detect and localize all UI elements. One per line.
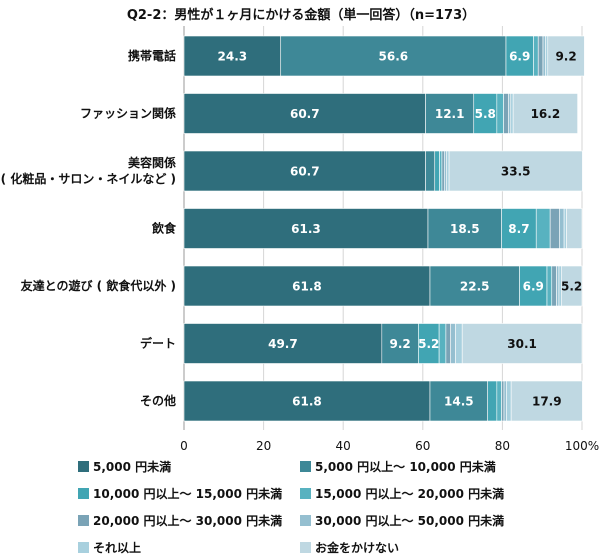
bar-segment xyxy=(537,35,544,77)
bar-segment xyxy=(446,150,450,192)
bar-segment xyxy=(434,150,440,192)
bar-segment xyxy=(508,93,512,134)
bar-segment xyxy=(535,208,551,249)
bar-segment xyxy=(425,93,475,134)
bar-segment xyxy=(505,35,534,77)
x-tick-label: 0 xyxy=(180,439,188,453)
bar-segment xyxy=(183,208,429,249)
category-label: 友達との遊び ( 飲食代以外 ) xyxy=(20,278,176,293)
bar-segment xyxy=(496,380,502,422)
bar-segment xyxy=(561,265,583,307)
x-tick-label: 80 xyxy=(495,439,510,453)
bar-segment xyxy=(551,265,557,307)
bar-segment xyxy=(549,208,560,249)
data-label: 14.5 xyxy=(444,395,474,409)
bar-segment xyxy=(533,35,539,77)
bar-segment xyxy=(439,150,443,192)
data-label: 9.2 xyxy=(389,337,410,351)
bar-segment xyxy=(547,35,585,77)
category-label: 飲食 xyxy=(151,221,177,236)
bar-segment xyxy=(445,323,451,364)
bar-segment xyxy=(566,208,583,249)
bar-segment xyxy=(427,208,502,249)
data-label: 9.2 xyxy=(555,50,576,64)
category-label: デート xyxy=(140,336,176,351)
data-label: 60.7 xyxy=(290,165,320,179)
bar-segment xyxy=(441,150,445,192)
chart-title: Q2-2：男性が１ヶ月にかける金額（単一回答）（n=173） xyxy=(126,8,476,23)
data-label: 61.8 xyxy=(292,280,322,294)
bar-segment xyxy=(519,265,548,307)
data-label: 5.2 xyxy=(418,337,439,351)
bar-segment xyxy=(183,93,426,134)
bar-segment xyxy=(183,150,426,192)
data-label: 24.3 xyxy=(218,50,248,64)
bar-segment xyxy=(503,380,507,422)
data-label: 6.9 xyxy=(509,50,530,64)
data-label: 18.5 xyxy=(450,222,480,236)
data-label: 5.2 xyxy=(561,280,582,294)
bar-segment xyxy=(501,380,505,422)
data-label: 30.1 xyxy=(507,337,537,351)
data-label: 61.3 xyxy=(291,222,321,236)
bar-segment xyxy=(542,35,546,77)
data-label: 17.9 xyxy=(532,395,562,409)
bar-segment xyxy=(496,93,504,134)
bar-segment xyxy=(429,380,488,422)
bar-segment xyxy=(438,323,447,364)
category-label: 美容関係( 化粧品・サロン・ネイルなど ) xyxy=(1,155,176,186)
category-label: 携帯電話 xyxy=(128,48,176,63)
bar-segment xyxy=(461,323,583,364)
x-tick-label: 60 xyxy=(415,439,430,453)
bar-segment xyxy=(501,208,537,249)
data-label: 60.7 xyxy=(290,107,320,121)
data-label: 61.8 xyxy=(292,395,322,409)
bar-segment xyxy=(183,265,431,307)
bar-segment xyxy=(510,380,583,422)
bar-segment xyxy=(183,35,282,77)
bar-segment xyxy=(512,93,578,134)
category-label: ファッション関係 xyxy=(80,106,176,121)
bar-segment xyxy=(429,265,520,307)
data-label: 5.8 xyxy=(475,107,496,121)
x-tick-label: 40 xyxy=(336,439,351,453)
data-label: 16.2 xyxy=(531,107,561,121)
data-label: 49.7 xyxy=(268,337,298,351)
x-tick-label: 20 xyxy=(256,439,271,453)
data-label: 56.6 xyxy=(379,50,409,64)
data-label: 22.5 xyxy=(460,280,490,294)
category-label: その他 xyxy=(140,393,176,408)
bar-segment xyxy=(280,35,507,77)
bar-segment xyxy=(510,93,514,134)
bar-segment xyxy=(183,323,383,364)
bar-segment xyxy=(503,93,509,134)
bar-segment xyxy=(559,208,565,249)
bar-segment xyxy=(443,150,447,192)
bar-segment xyxy=(448,150,583,192)
bar-segment xyxy=(545,35,549,77)
data-label: 12.1 xyxy=(435,107,465,121)
bar-segment xyxy=(506,380,512,422)
data-label: 33.5 xyxy=(501,165,531,179)
bar-segment xyxy=(183,380,431,422)
bar-segment xyxy=(546,265,553,307)
bar-segment xyxy=(556,265,560,307)
data-label: 6.9 xyxy=(523,280,544,294)
bar-segment xyxy=(455,323,463,364)
bar-segment xyxy=(425,150,436,192)
bar-segment xyxy=(563,208,567,249)
data-label: 8.7 xyxy=(508,222,529,236)
bar-segment xyxy=(450,323,456,364)
bar-segment xyxy=(487,380,498,422)
x-tick-label: 100% xyxy=(565,439,599,453)
